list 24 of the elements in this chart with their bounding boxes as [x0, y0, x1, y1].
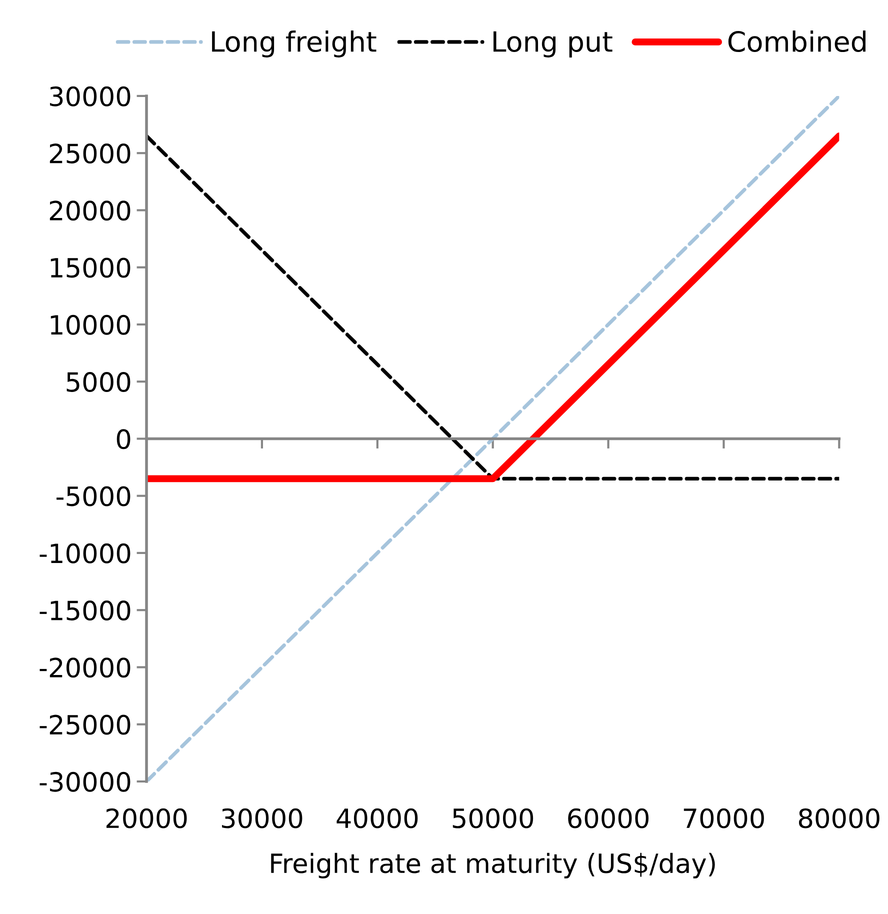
legend-label: Long freight [212, 30, 376, 58]
y-tick-label: -25000 [40, 714, 130, 735]
y-tick-label: 15000 [50, 258, 130, 278]
y-tick-label: 10000 [50, 314, 130, 335]
y-tick-label: 25000 [50, 144, 130, 164]
y-tick-label: -20000 [40, 658, 130, 678]
x-tick-label: 40000 [336, 808, 418, 828]
x-tick-label: 50000 [452, 808, 534, 828]
x-axis-title: Freight rate at maturity (US$/day) [271, 852, 715, 878]
x-tick-label: 80000 [798, 808, 880, 828]
y-tick-label: -10000 [40, 543, 130, 564]
legend-label: Combined [728, 30, 866, 52]
y-tick-label: -5000 [56, 486, 130, 506]
x-tick-label: 60000 [568, 808, 648, 828]
y-tick-label: 20000 [50, 200, 130, 221]
y-tick-label: -15000 [40, 600, 130, 620]
x-tick-label: 20000 [106, 808, 187, 828]
y-tick-label: 0 [116, 429, 130, 450]
y-tick-label: 5000 [66, 372, 130, 392]
y-tick-label: -30000 [40, 772, 130, 792]
x-tick-label: 70000 [684, 808, 764, 828]
legend-label: Long put [494, 31, 612, 58]
x-tick-label: 30000 [222, 808, 302, 828]
y-tick-label: 30000 [50, 86, 130, 106]
